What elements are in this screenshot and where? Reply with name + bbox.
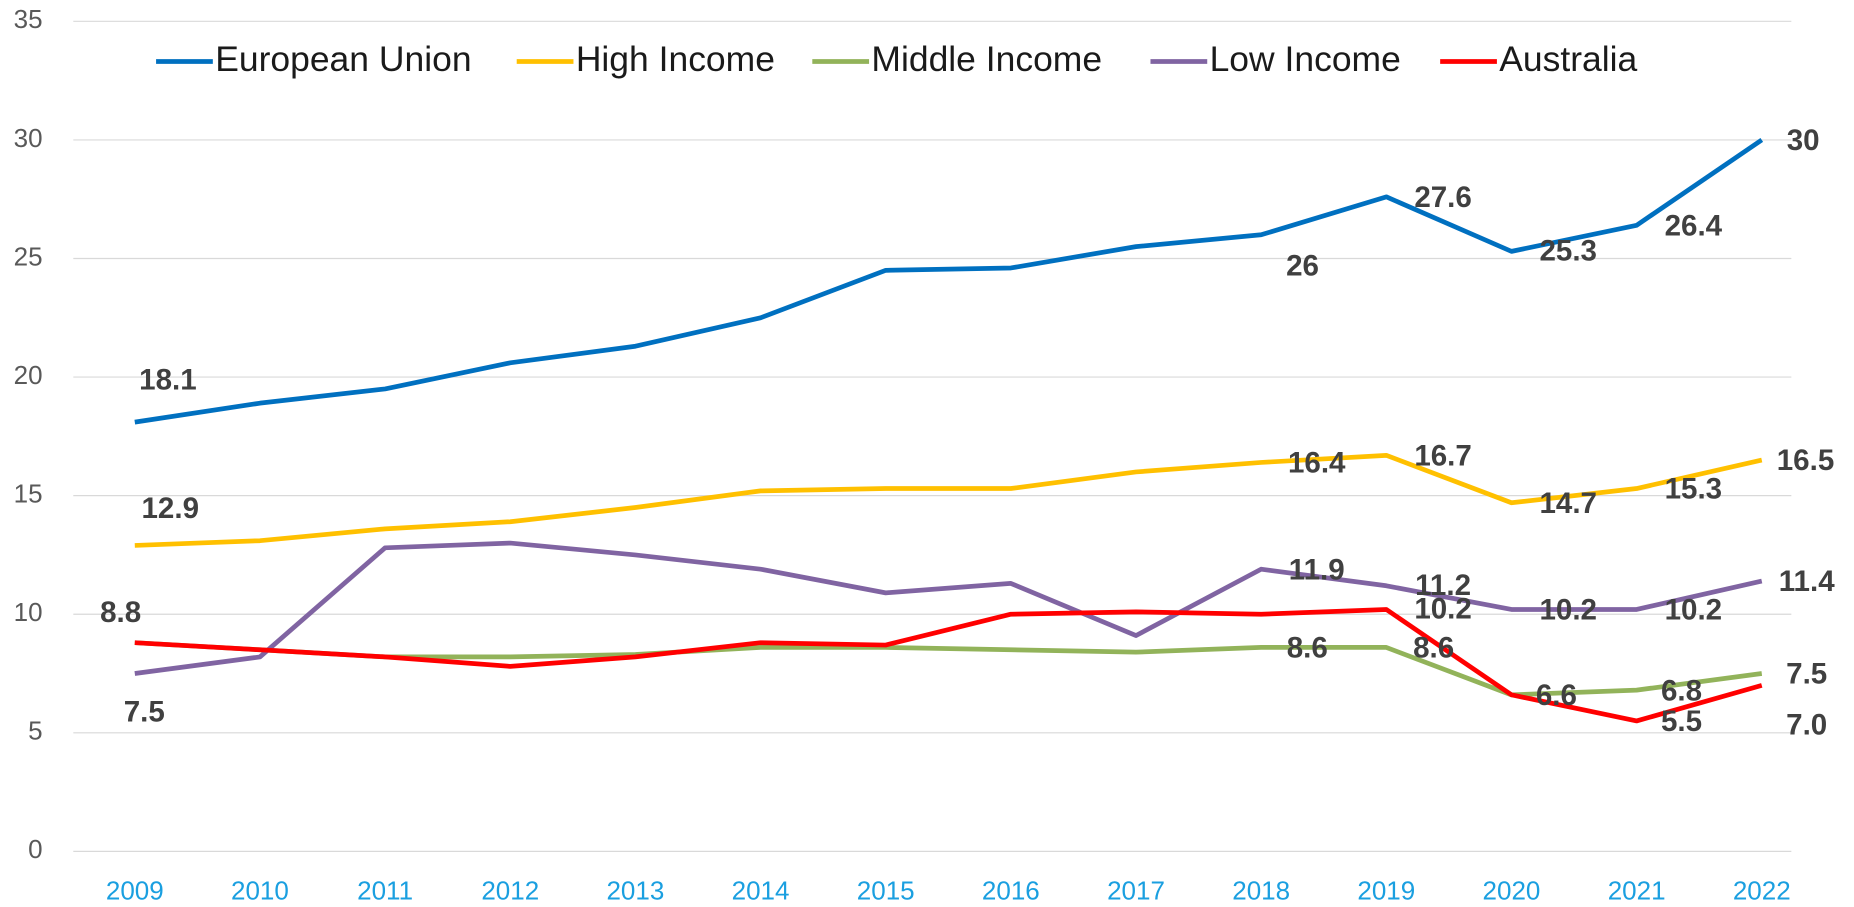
x-tick-label: 2016 [982, 876, 1040, 906]
y-tick-label: 25 [14, 241, 43, 271]
data-label: 14.7 [1539, 487, 1597, 520]
y-tick-label: 20 [14, 360, 43, 390]
series-line [134, 452, 1763, 548]
data-label: 26 [1286, 250, 1319, 283]
data-label: 27.6 [1414, 181, 1472, 214]
series-line [134, 540, 1763, 676]
data-label: 10.2 [1414, 592, 1472, 625]
x-tick-label: 2015 [857, 876, 915, 906]
data-label: 10.2 [1665, 594, 1723, 627]
data-label: 16.4 [1288, 447, 1346, 480]
data-label: 16.7 [1414, 440, 1472, 473]
legend-label: Australia [1499, 39, 1637, 79]
data-label: 11.2 [1415, 569, 1471, 602]
data-label: 25.3 [1539, 234, 1597, 267]
data-label: 11.4 [1779, 565, 1835, 598]
data-label: 8.6 [1413, 632, 1454, 665]
data-label: 30 [1787, 124, 1820, 157]
data-label: 10.2 [1539, 594, 1597, 627]
data-label: 8.6 [1287, 632, 1328, 665]
data-label: 5.5 [1661, 705, 1702, 738]
y-tick-label: 15 [14, 479, 43, 509]
legend-label: European Union [215, 39, 471, 79]
data-label: 15.3 [1665, 473, 1723, 506]
legend-label: Low Income [1210, 39, 1401, 79]
y-tick-label: 10 [14, 597, 43, 627]
data-label: 6.6 [1536, 679, 1577, 712]
data-label: 26.4 [1665, 209, 1723, 242]
x-tick-label: 2021 [1608, 876, 1666, 906]
x-tick-label: 2019 [1357, 876, 1415, 906]
legend-label: Middle Income [871, 39, 1102, 79]
series-line [134, 607, 1763, 724]
data-label: 7.5 [1786, 658, 1827, 691]
data-label: 8.8 [100, 596, 141, 629]
data-label: 12.9 [142, 492, 200, 525]
y-tick-label: 35 [14, 4, 43, 34]
data-label: 6.8 [1661, 674, 1702, 707]
data-label: 18.1 [139, 364, 197, 397]
y-tick-label: 5 [28, 716, 42, 746]
x-tick-label: 2013 [606, 876, 664, 906]
x-tick-label: 2009 [106, 876, 164, 906]
x-tick-label: 2014 [732, 876, 790, 906]
x-tick-label: 2010 [231, 876, 289, 906]
legend-label: High Income [576, 39, 775, 79]
data-label: 7.5 [124, 696, 165, 729]
series-line [134, 640, 1763, 698]
x-tick-label: 2022 [1733, 876, 1791, 906]
x-tick-label: 2017 [1107, 876, 1165, 906]
x-tick-label: 2020 [1483, 876, 1541, 906]
series-line [134, 137, 1764, 425]
x-tick-label: 2012 [481, 876, 539, 906]
data-label: 11.9 [1289, 553, 1345, 586]
y-tick-label: 30 [14, 123, 43, 153]
x-tick-label: 2011 [357, 876, 413, 906]
y-tick-label: 0 [28, 834, 42, 864]
x-tick-label: 2018 [1232, 876, 1290, 906]
data-label: 7.0 [1786, 709, 1827, 742]
data-label: 16.5 [1777, 444, 1835, 477]
